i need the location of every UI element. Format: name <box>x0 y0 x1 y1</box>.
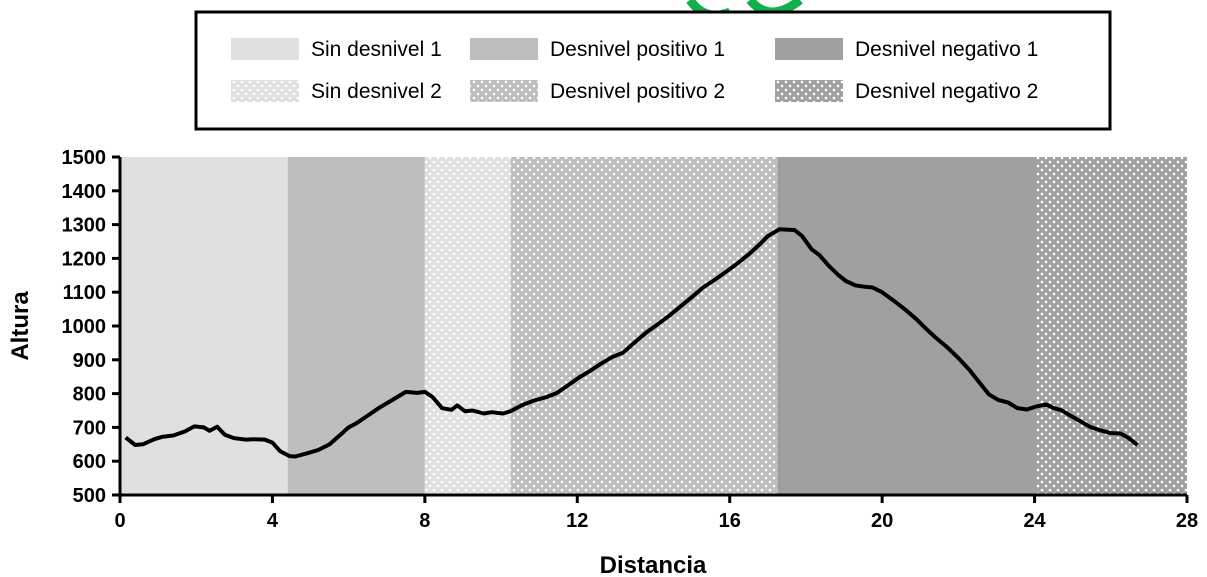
y-tick-label: 1000 <box>62 316 107 338</box>
region-desnivel-negativo-1 <box>777 157 1037 495</box>
legend-label: Desnivel positivo 2 <box>550 80 725 103</box>
y-tick-label: 500 <box>73 485 106 507</box>
legend-swatch <box>231 38 299 60</box>
x-tick-label: 8 <box>419 510 430 532</box>
legend-label: Sin desnivel 1 <box>311 38 442 61</box>
y-axis-title: Altura <box>7 291 34 361</box>
x-tick-label: 24 <box>1023 510 1046 532</box>
region-desnivel-positivo-2 <box>510 157 778 495</box>
region-desnivel-negativo-2 <box>1036 157 1187 495</box>
y-tick-label: 1300 <box>62 215 107 237</box>
x-tick-label: 20 <box>871 510 893 532</box>
region-desnivel-positivo-1 <box>287 157 425 495</box>
legend-item-desnivel-positivo-1: Desnivel positivo 1 <box>470 38 725 61</box>
legend-label: Desnivel negativo 1 <box>855 38 1038 61</box>
x-tick-label: 16 <box>719 510 741 532</box>
legend-label: Desnivel negativo 2 <box>855 80 1038 103</box>
region-sin-desnivel-2 <box>424 157 511 495</box>
y-tick-label: 700 <box>73 417 106 439</box>
legend-swatch <box>470 38 538 60</box>
x-tick-label: 28 <box>1176 510 1198 532</box>
legend-item-sin-desnivel-2: Sin desnivel 2 <box>231 80 442 103</box>
y-tick-label: 800 <box>73 384 106 406</box>
legend-item-desnivel-negativo-2: Desnivel negativo 2 <box>775 80 1038 103</box>
legend-item-desnivel-negativo-1: Desnivel negativo 1 <box>775 38 1038 61</box>
legend-label: Desnivel positivo 1 <box>550 38 725 61</box>
y-tick-label: 1400 <box>62 181 107 203</box>
legend: Sin desnivel 1 Desnivel positivo 1 Desnive… <box>194 10 1112 131</box>
legend-item-sin-desnivel-1: Sin desnivel 1 <box>231 38 442 61</box>
x-tick-label: 12 <box>566 510 588 532</box>
y-tick-label: 900 <box>73 350 106 372</box>
legend-swatch <box>470 80 538 102</box>
x-tick-label: 0 <box>114 510 125 532</box>
y-tick-label: 1100 <box>63 282 106 304</box>
legend-item-desnivel-positivo-2: Desnivel positivo 2 <box>470 80 725 103</box>
elevation-line <box>124 227 1139 459</box>
y-tick-label: 600 <box>73 451 106 473</box>
background-regions <box>120 157 1187 495</box>
x-axis: 0 4 8 12 16 20 24 28 <box>114 493 1198 532</box>
legend-swatch <box>775 38 843 60</box>
y-axis: 500 600 700 800 900 1000 1100 1200 1300 1400 1500 <box>62 147 122 507</box>
y-tick-label: 1500 <box>62 147 107 169</box>
y-tick-label: 1200 <box>62 248 107 270</box>
legend-label: Sin desnivel 2 <box>311 80 442 103</box>
legend-box <box>194 10 1112 131</box>
x-tick-label: 4 <box>267 510 279 532</box>
legend-swatch <box>231 80 299 102</box>
x-axis-title: Distancia <box>600 552 707 577</box>
legend-swatch <box>775 80 843 102</box>
